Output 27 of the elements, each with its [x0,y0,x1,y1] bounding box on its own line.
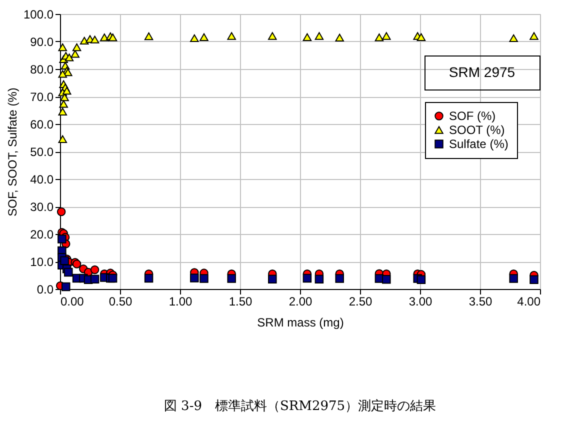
x-tick-label: 3.50 [468,294,492,308]
x-tick-label: 2.00 [288,294,312,308]
x-tick-label: 4.00 [517,294,541,308]
caption: 図 3-9 標準試料（SRM2975）測定時の結果 [164,399,436,414]
x-tick-label: 3.00 [408,294,432,308]
legend-label: Sulfate (%) [449,137,508,151]
y-tick-label: 10.0 [30,255,54,269]
x-tick-label: 1.00 [168,294,192,308]
y-tick-label: 40.0 [30,172,54,186]
legend-label: SOOT (%) [449,123,505,137]
y-axis-title: SOF, SOOT, Sulfate (%) [5,88,20,216]
y-tick-label: 50.0 [30,145,54,159]
y-tick-label: 70.0 [30,90,54,104]
y-tick-label: 80.0 [30,62,54,76]
y-tick-label: 90.0 [30,35,54,49]
y-tick-label: 100.0 [23,8,54,22]
y-tick-label: 60.0 [30,118,54,132]
y-tick-label: 30.0 [30,200,54,214]
x-tick-label: 2.50 [348,294,372,308]
x-tick-label: 1.50 [228,294,252,308]
annotation: SRM 2975 [448,64,516,80]
x-axis-title: SRM mass (mg) [257,316,344,330]
legend-label: SOF (%) [449,109,496,123]
x-tick-label: 0.50 [108,294,132,308]
y-tick-label: 0.0 [36,282,54,296]
y-tick-label: 20.0 [30,228,54,242]
x-tick-label: 0.00 [60,294,84,308]
